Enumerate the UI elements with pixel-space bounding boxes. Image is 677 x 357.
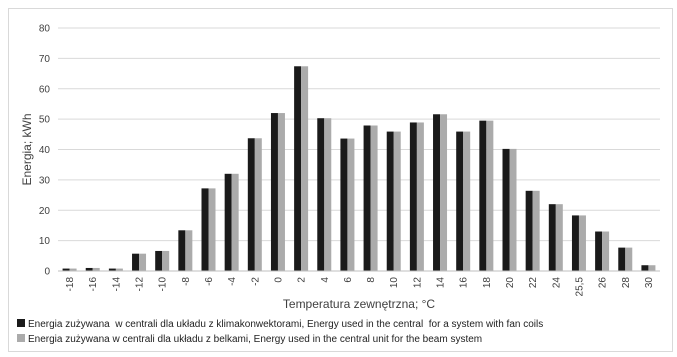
bar-beam-system xyxy=(463,131,471,271)
y-tick-labels: 0 10 20 30 40 50 60 70 80 xyxy=(39,24,51,278)
legend-swatch-beam-system xyxy=(17,334,25,342)
x-tick-label: 8 xyxy=(366,277,377,283)
legend: Energia zużywana w centrali dla układu z… xyxy=(17,319,543,345)
bar-beam-system xyxy=(625,247,633,271)
x-tick-labels: -18 -16 -14 -12 -10 -8 -6 -4 -2 0 2 4 6 8 10 12 14 16 18 20… xyxy=(65,277,655,297)
x-tick-label: 24 xyxy=(551,277,562,289)
bar-fan-coils xyxy=(525,190,533,271)
legend-swatch-fan-coils xyxy=(17,319,25,327)
x-tick-label: 28 xyxy=(621,277,632,289)
bar-fan-coils xyxy=(386,131,394,271)
legend-label-beam-system: Energia zużywana w centrali dla układu z… xyxy=(28,334,482,345)
bar-beam-system xyxy=(92,267,100,271)
bar-fan-coils xyxy=(294,66,302,272)
bar-beam-system xyxy=(532,190,540,271)
bar-beam-system xyxy=(648,265,656,271)
bar-fan-coils xyxy=(270,113,278,271)
bar-beam-system xyxy=(254,138,262,271)
bar-fan-coils xyxy=(479,120,487,271)
y-tick-label: 10 xyxy=(39,236,51,247)
bar-fan-coils xyxy=(132,253,140,271)
bar-fan-coils xyxy=(363,125,371,271)
bar-fan-coils xyxy=(224,173,232,271)
bar-beam-system xyxy=(324,118,332,272)
x-tick-label: -14 xyxy=(111,277,122,292)
y-axis-title: Energia; kWh xyxy=(20,113,34,185)
bar-fan-coils xyxy=(571,215,579,271)
bar-beam-system xyxy=(185,230,193,271)
y-tick-label: 20 xyxy=(39,206,51,217)
y-tick-label: 50 xyxy=(39,115,51,126)
x-tick-label: 20 xyxy=(505,277,516,289)
y-tick-label: 80 xyxy=(39,24,51,35)
x-tick-label: -18 xyxy=(65,277,76,292)
bar-beam-system xyxy=(347,138,355,271)
bar-fan-coils xyxy=(62,268,70,271)
x-tick-label: 16 xyxy=(459,277,470,289)
bar-fan-coils xyxy=(502,148,510,271)
bar-beam-system xyxy=(555,204,563,271)
bar-beam-system xyxy=(370,125,378,271)
bar-beam-system xyxy=(416,122,424,271)
bars xyxy=(62,66,656,272)
bar-beam-system xyxy=(208,188,216,271)
bar-beam-system xyxy=(578,215,586,271)
x-axis-title: Temperatura zewnętrzna; °C xyxy=(283,297,436,311)
legend-label-fan-coils: Energia zużywana w centrali dla układu z… xyxy=(28,319,543,330)
bar-beam-system xyxy=(115,268,123,271)
x-tick-label: -8 xyxy=(181,277,192,286)
bar-fan-coils xyxy=(641,265,649,271)
x-tick-label: 25,5 xyxy=(574,277,585,297)
y-tick-label: 70 xyxy=(39,54,51,65)
y-tick-label: 60 xyxy=(39,84,51,95)
x-tick-label: 26 xyxy=(598,277,609,289)
x-tick-label: -12 xyxy=(135,277,146,292)
x-tick-label: -16 xyxy=(88,277,99,292)
x-tick-label: -2 xyxy=(250,277,261,286)
x-tick-label: 10 xyxy=(389,277,400,289)
bar-beam-system xyxy=(231,173,239,271)
x-tick-label: 12 xyxy=(412,277,423,289)
x-tick-label: 14 xyxy=(436,277,447,289)
x-tick-label: 22 xyxy=(528,277,539,289)
x-tick-label: -10 xyxy=(158,277,169,292)
bar-beam-system xyxy=(301,66,309,272)
bar-fan-coils xyxy=(155,250,163,271)
bar-beam-system xyxy=(277,113,285,271)
bar-beam-system xyxy=(440,114,448,271)
bar-beam-system xyxy=(162,250,170,271)
bar-fan-coils xyxy=(409,122,417,271)
bar-beam-system xyxy=(393,131,401,271)
x-tick-label: 6 xyxy=(343,277,354,283)
x-tick-label: -4 xyxy=(227,277,238,286)
y-tick-label: 0 xyxy=(44,267,50,278)
bar-beam-system xyxy=(69,268,77,271)
x-tick-label: 2 xyxy=(297,277,308,283)
bar-fan-coils xyxy=(178,230,186,271)
bar-fan-coils xyxy=(340,138,348,271)
bar-fan-coils xyxy=(85,267,93,271)
bar-beam-system xyxy=(602,231,610,271)
bar-fan-coils xyxy=(201,188,209,271)
bar-fan-coils xyxy=(456,131,464,271)
bar-beam-system xyxy=(139,253,147,271)
bar-fan-coils xyxy=(317,118,325,272)
x-tick-label: 18 xyxy=(482,277,493,289)
x-tick-label: -6 xyxy=(204,277,215,286)
x-tick-label: 30 xyxy=(644,277,655,289)
bar-beam-system xyxy=(486,120,494,271)
bar-fan-coils xyxy=(618,247,626,271)
bar-fan-coils xyxy=(108,268,116,271)
bar-beam-system xyxy=(509,148,517,271)
bar-fan-coils xyxy=(247,138,255,271)
bar-fan-coils xyxy=(595,231,603,271)
bar-fan-coils xyxy=(548,204,556,271)
y-tick-label: 40 xyxy=(39,145,51,156)
x-tick-label: 4 xyxy=(320,277,331,283)
bar-fan-coils xyxy=(433,114,441,271)
y-tick-label: 30 xyxy=(39,175,51,186)
gridlines xyxy=(58,27,660,242)
x-tick-label: 0 xyxy=(273,277,284,283)
